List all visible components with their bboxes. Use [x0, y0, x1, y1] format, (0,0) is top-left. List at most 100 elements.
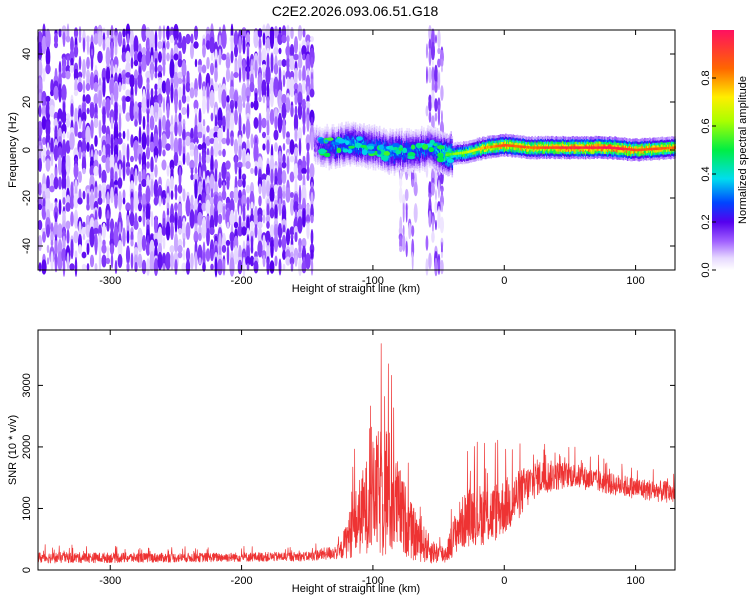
spectrogram-cell: [323, 147, 325, 151]
spectrogram-cell: [407, 132, 409, 136]
spectrogram-cell: [383, 132, 385, 136]
spectrogram-cell: [222, 205, 226, 221]
spectrogram-cell: [492, 142, 495, 146]
spectrogram-cell: [313, 134, 316, 138]
spectrogram-cell: [320, 163, 322, 167]
spectrogram-cell: [134, 77, 138, 97]
spectrogram-cell: [217, 200, 223, 214]
spectrogram-cell: [511, 140, 513, 144]
spectrogram-cell: [532, 144, 534, 148]
spectrogram-cell: [450, 167, 453, 171]
spectrogram-cell: [229, 190, 235, 200]
spectrogram-cell: [468, 152, 470, 156]
spectrogram-cell: [419, 167, 422, 171]
spectrogram-cell: [393, 170, 396, 174]
spectrogram-cell: [571, 153, 573, 157]
spectrogram-cell: [433, 137, 436, 141]
spectrogram-cell: [94, 242, 98, 256]
spectrogram-cell: [447, 156, 449, 160]
spectrogram-cell: [246, 203, 250, 211]
spectrogram-cell: [389, 166, 392, 170]
spectrogram-cell: [493, 154, 496, 158]
spectrogram-cell: [444, 161, 446, 165]
spectrogram-cell: [314, 151, 317, 155]
spectrogram-cell: [371, 163, 374, 167]
spectrogram-cell: [522, 137, 525, 141]
spectrogram-cell: [253, 117, 259, 129]
spectrogram-cell: [409, 162, 412, 166]
spectrogram-cell: [319, 131, 321, 135]
spectrogram-cell: [387, 144, 389, 148]
spectrogram-cell: [392, 167, 395, 171]
spectrogram-cell: [422, 163, 424, 167]
spectrogram-cell: [330, 153, 333, 157]
spectrogram-cell: [544, 152, 547, 156]
spectrogram-cell: [222, 148, 226, 158]
spectrogram-cell: [482, 136, 485, 140]
spectrogram-cell: [440, 201, 444, 213]
spectrogram-cell: [334, 158, 337, 162]
spectrogram-cell: [129, 29, 135, 49]
spectrogram-cell: [298, 184, 302, 206]
spectrogram-cell: [334, 129, 337, 133]
spectrogram-cell: [347, 121, 350, 125]
spectrogram-cell: [450, 143, 453, 147]
spectrogram-cell: [575, 148, 578, 152]
spectrogram-cell: [347, 157, 350, 161]
spectrogram-cell: [274, 116, 278, 130]
spectrogram-cell: [521, 142, 524, 146]
spectrogram-cell: [443, 137, 445, 141]
spectrogram-cell: [393, 153, 396, 157]
spectrogram-cell: [526, 141, 528, 145]
spectrogram-cell: [46, 244, 50, 254]
spectrogram-cell: [433, 129, 436, 133]
spectrogram-cell: [520, 143, 523, 147]
spectrogram-cell: [523, 140, 526, 144]
spectrogram-cell: [266, 139, 270, 155]
spectrogram-cell: [527, 141, 529, 145]
spectrogram-cell: [158, 118, 162, 140]
spectrogram-cell: [561, 143, 564, 147]
spectrogram-cell: [57, 223, 63, 239]
spectrogram-cell: [213, 194, 219, 208]
spectrogram-cell: [90, 54, 94, 72]
spectrogram-cell: [508, 139, 510, 143]
spectrogram-cell: [392, 155, 395, 159]
spectrogram-cell: [544, 142, 547, 146]
spectrogram-cell: [326, 147, 329, 151]
spectrogram-cell: [125, 161, 131, 169]
spectrogram-cell: [320, 142, 322, 146]
spectrogram-cell: [322, 161, 324, 165]
spectrogram-cell: [416, 146, 419, 150]
spectrogram-cell: [530, 153, 532, 157]
spectrogram-cell: [361, 159, 363, 163]
spectrogram-cell: [122, 189, 126, 201]
spectrogram-cell: [381, 160, 383, 164]
spectrogram-cell: [396, 164, 399, 168]
spectrogram-cell: [560, 142, 563, 146]
spectrogram-cell: [185, 135, 191, 147]
spectrogram-cell: [370, 159, 373, 163]
spectrogram-cell: [316, 128, 319, 132]
spectrogram-cell: [444, 137, 446, 141]
spectrogram-cell: [398, 156, 401, 160]
spectrogram-cell: [314, 139, 317, 143]
spectrogram-cell: [329, 150, 332, 154]
spectrogram-cell: [313, 153, 316, 157]
spectrogram-cell: [269, 154, 275, 176]
spectrogram-cell: [290, 233, 294, 241]
spectrogram-cell: [315, 146, 318, 150]
spectrogram-cell: [353, 123, 356, 127]
spectrogram-cell: [366, 144, 368, 148]
spectrogram-cell: [564, 155, 567, 159]
spectrogram-cell: [177, 77, 183, 85]
spectrogram-cell: [146, 161, 150, 169]
spectrogram-cell: [133, 220, 139, 230]
spectrogram-cell: [380, 167, 382, 171]
spectrogram-cell: [170, 222, 174, 240]
spectrogram-cell: [404, 145, 406, 149]
spectrogram-cell: [346, 133, 348, 137]
spectrogram-cell: [450, 164, 453, 168]
spectrogram-cell: [407, 168, 409, 172]
spectrogram-cell: [382, 129, 384, 133]
